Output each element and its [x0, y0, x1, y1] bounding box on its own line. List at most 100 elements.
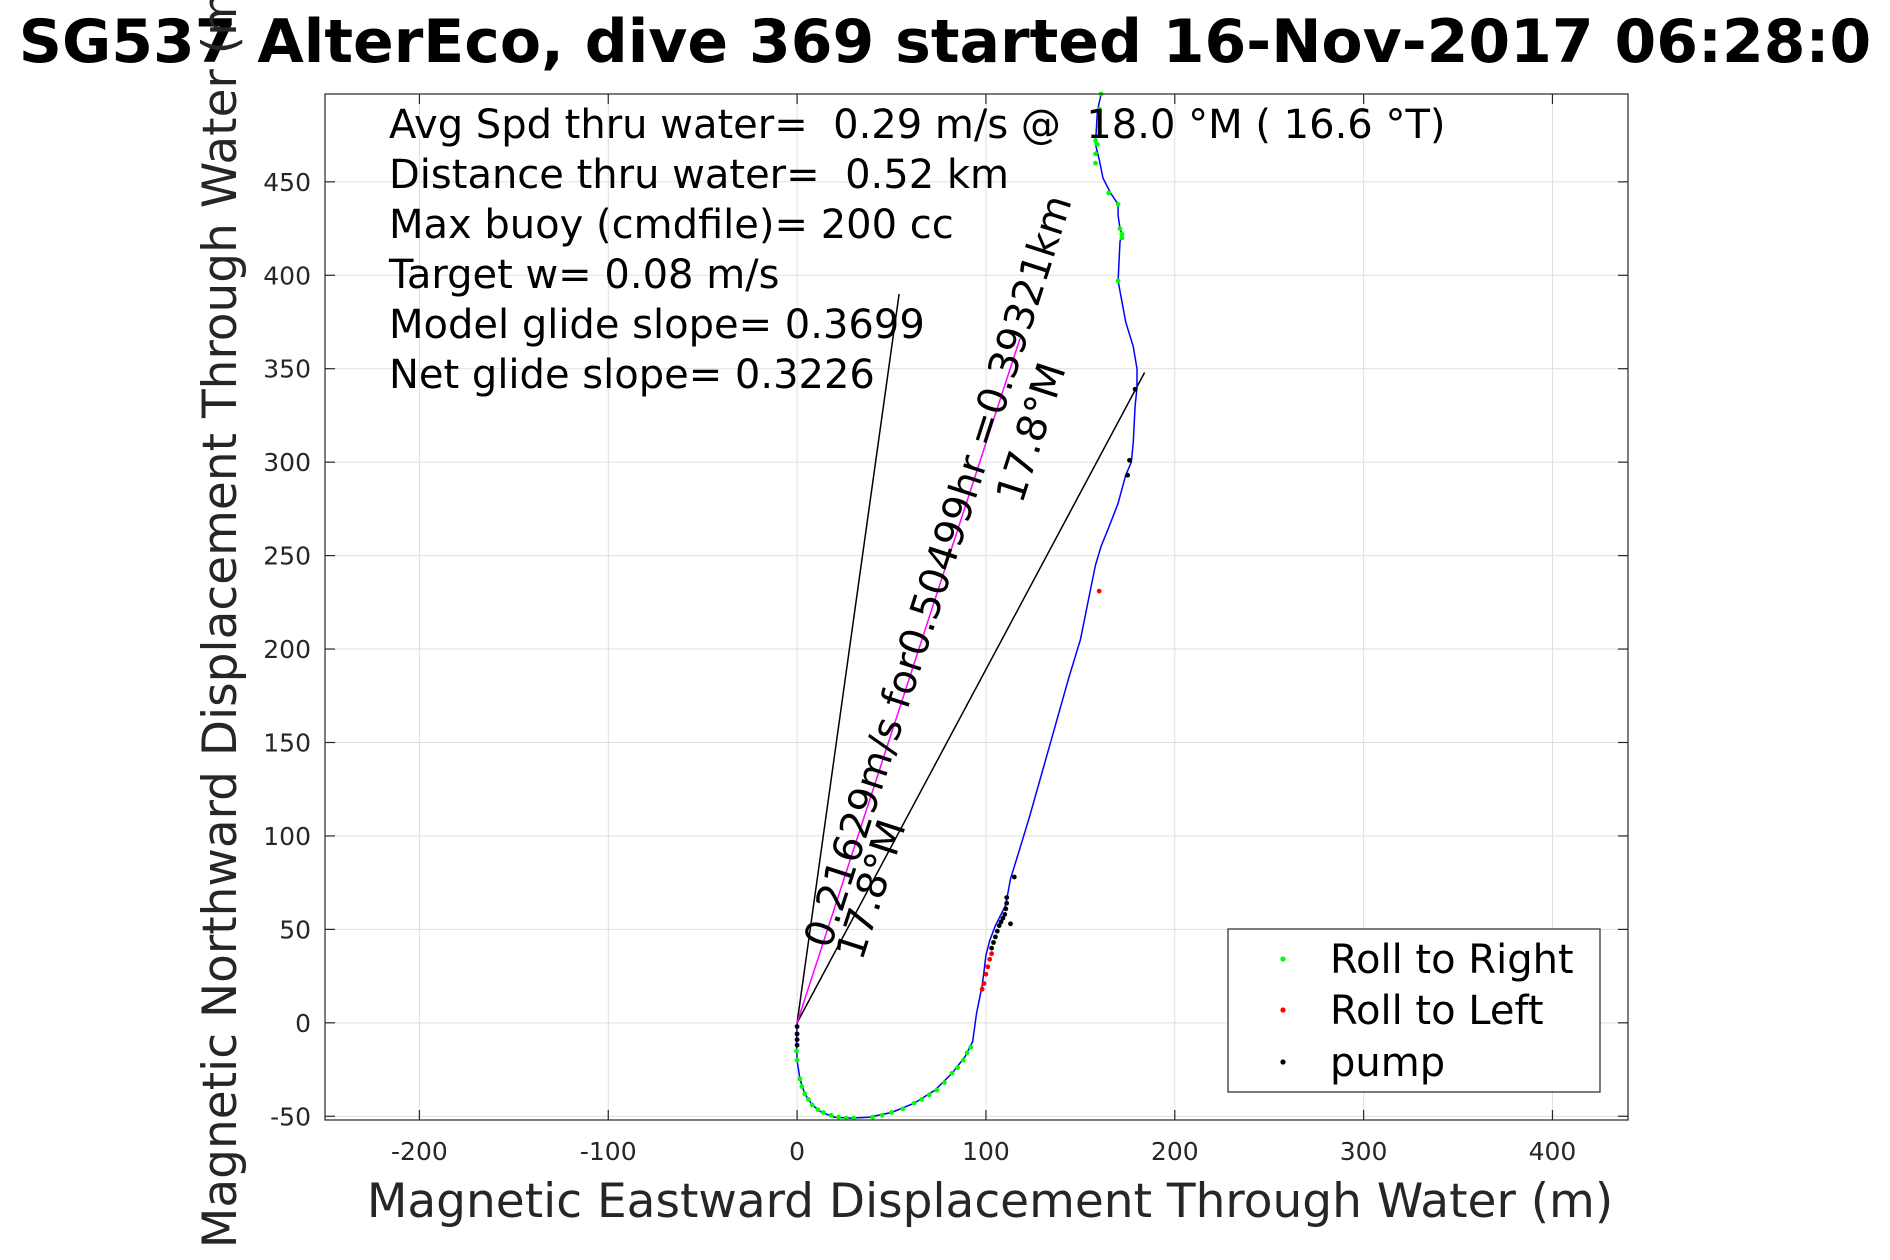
pump-point: [994, 928, 1000, 934]
stat-distance: Distance thru water= 0.52 km: [389, 152, 1009, 198]
roll-right-point: [1119, 235, 1125, 241]
y-tick-label: -50: [270, 1102, 311, 1131]
roll-right-point: [942, 1080, 947, 1085]
glide-guide-line: [796, 293, 900, 1023]
pump-point: [993, 934, 998, 940]
roll-left-point: [1096, 588, 1102, 594]
roll-right-point: [828, 1112, 834, 1118]
pump-point: [996, 923, 1002, 928]
dive-stats: Avg Spd thru water= 0.29 m/s @ 18.0 °M (…: [388, 102, 1445, 398]
roll-right-point: [1119, 231, 1125, 237]
roll-right-point: [870, 1114, 875, 1120]
pump-point: [1002, 912, 1008, 917]
pump-point: [1127, 457, 1132, 463]
glide-guide-line: [796, 372, 1146, 1024]
stat-target-w: Target w= 0.08 m/s: [388, 252, 779, 298]
y-tick-label: 100: [263, 822, 311, 851]
legend-marker-roll-right: [1280, 956, 1286, 962]
roll-left-point: [985, 964, 991, 970]
roll-right-point: [797, 1076, 803, 1082]
y-tick-label: 400: [263, 261, 311, 290]
pump-point: [1004, 895, 1010, 900]
depth-averaged-current-line: [796, 338, 1021, 1024]
stat-model-glide-slope: Model glide slope= 0.3699: [389, 302, 925, 348]
roll-right-point: [900, 1106, 906, 1112]
roll-right-point: [1096, 123, 1102, 129]
stat-max-buoy: Max buoy (cmdfile)= 200 cc: [389, 202, 954, 248]
pump-point: [794, 1031, 800, 1037]
pump-point: [1125, 472, 1130, 478]
roll-left-point: [987, 956, 993, 962]
roll-right-point: [926, 1092, 932, 1098]
roll-right-point: [794, 1048, 799, 1054]
grid: [325, 94, 1628, 1120]
legend-marker-pump: [1280, 1059, 1286, 1065]
y-tick-label: 150: [263, 728, 311, 757]
y-axis-label: Magnetic Northward Displacement Through …: [193, 0, 248, 1248]
roll-right-point: [1095, 142, 1100, 147]
roll-left-point: [989, 951, 994, 957]
pump-point: [794, 1042, 800, 1048]
pump-point: [1004, 900, 1010, 906]
roll-right-point: [794, 1057, 800, 1063]
roll-right-point: [919, 1097, 925, 1102]
y-tick-label: 200: [263, 635, 311, 664]
y-tick-label: 50: [279, 915, 311, 944]
roll-right-point: [949, 1070, 955, 1076]
roll-right-point: [889, 1110, 894, 1115]
roll-right-point: [799, 1084, 805, 1089]
plot-frame: [324, 93, 1629, 1121]
x-tick-label: -200: [391, 1137, 448, 1166]
roll-right-point: [1106, 190, 1112, 196]
x-tick-label: 300: [1340, 1137, 1388, 1166]
legend-label-pump: pump: [1330, 1040, 1445, 1086]
pump-point: [1008, 921, 1013, 927]
pump-point: [989, 945, 994, 951]
roll-right-point: [802, 1091, 808, 1097]
roll-right-point: [1093, 160, 1098, 166]
roll-right-point: [879, 1112, 885, 1118]
pump-point: [1000, 915, 1006, 921]
roll-right-point: [911, 1100, 917, 1106]
pump-point: [998, 919, 1004, 925]
x-tick-label: 100: [962, 1137, 1010, 1166]
pump-point: [1003, 906, 1009, 912]
x-tick-label: 400: [1529, 1137, 1577, 1166]
reference-lines: [796, 293, 1146, 1024]
roll-right-point: [964, 1050, 970, 1056]
stat-avg-speed: Avg Spd thru water= 0.29 m/s @ 18.0 °M (…: [389, 102, 1445, 148]
roll-right-point: [806, 1097, 811, 1102]
roll-right-point: [1117, 226, 1123, 232]
roll-right-point: [934, 1087, 940, 1093]
roll-right-point: [960, 1057, 966, 1063]
pump-point: [1132, 386, 1138, 392]
pump-point: [794, 1024, 800, 1029]
legend-box: [1227, 928, 1601, 1093]
y-tick-label: 300: [263, 448, 311, 477]
x-tick-label: 0: [789, 1137, 805, 1166]
pump-point: [991, 940, 996, 945]
x-axis-label: Magnetic Eastward Displacement Through W…: [367, 1174, 1613, 1229]
roll-right-point: [851, 1115, 857, 1121]
y-tick-label: 250: [263, 542, 311, 571]
roll-left-point: [983, 971, 989, 977]
roll-right-point: [1115, 278, 1121, 284]
roll-right-point: [968, 1044, 974, 1050]
roll-right-point: [1093, 138, 1098, 144]
roll-right-point: [815, 1107, 821, 1113]
y-tick-label: 350: [263, 355, 311, 384]
roll-right-point: [836, 1114, 841, 1120]
legend-label-roll-right: Roll to Right: [1330, 937, 1574, 983]
pump-point: [1011, 874, 1017, 880]
roll-right-point: [955, 1065, 960, 1071]
legend-marker-roll-left: [1280, 1007, 1286, 1013]
x-tick-label: 200: [1151, 1137, 1199, 1166]
legend-label-roll-left: Roll to Left: [1330, 988, 1544, 1034]
roll-right-point: [1093, 151, 1098, 157]
pump-point: [794, 1037, 800, 1042]
roll-left-point: [979, 986, 985, 992]
stat-net-glide-slope: Net glide slope= 0.3226: [389, 352, 875, 398]
chart-title: SG537 AlterEco, dive 369 started 16-Nov-…: [19, 7, 1872, 77]
roll-right-point: [809, 1102, 815, 1108]
